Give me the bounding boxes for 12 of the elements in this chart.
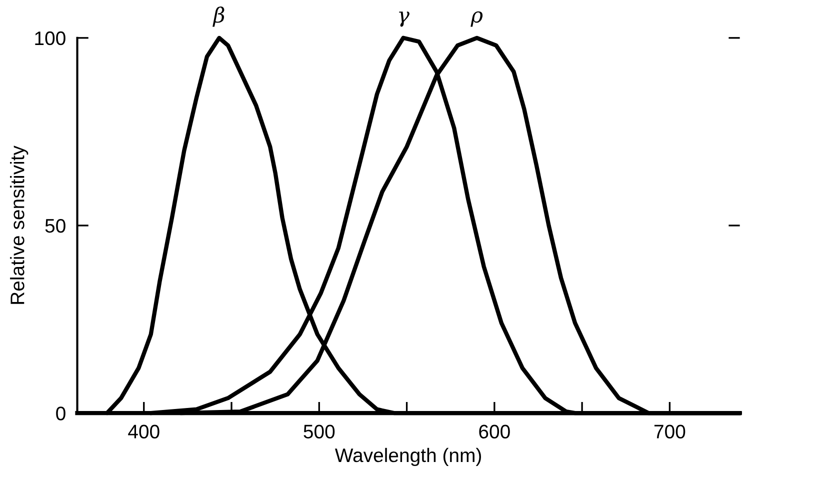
series-label: γ (399, 12, 410, 27)
y-tick-label: 0 (56, 406, 66, 420)
x-axis-title: Wavelength (nm) (334, 448, 481, 466)
x-tick-label: 500 (304, 424, 335, 438)
x-tick-label: 600 (479, 424, 510, 438)
y-axis-title: Relative sensitivity (10, 146, 28, 304)
y-tick-label: 50 (45, 218, 66, 233)
y-tick-label: 100 (35, 31, 66, 46)
series-label: β (212, 6, 224, 27)
x-tick-label: 700 (654, 424, 686, 438)
x-tick-label: 400 (128, 424, 160, 438)
series-label: ρ (470, 11, 483, 27)
